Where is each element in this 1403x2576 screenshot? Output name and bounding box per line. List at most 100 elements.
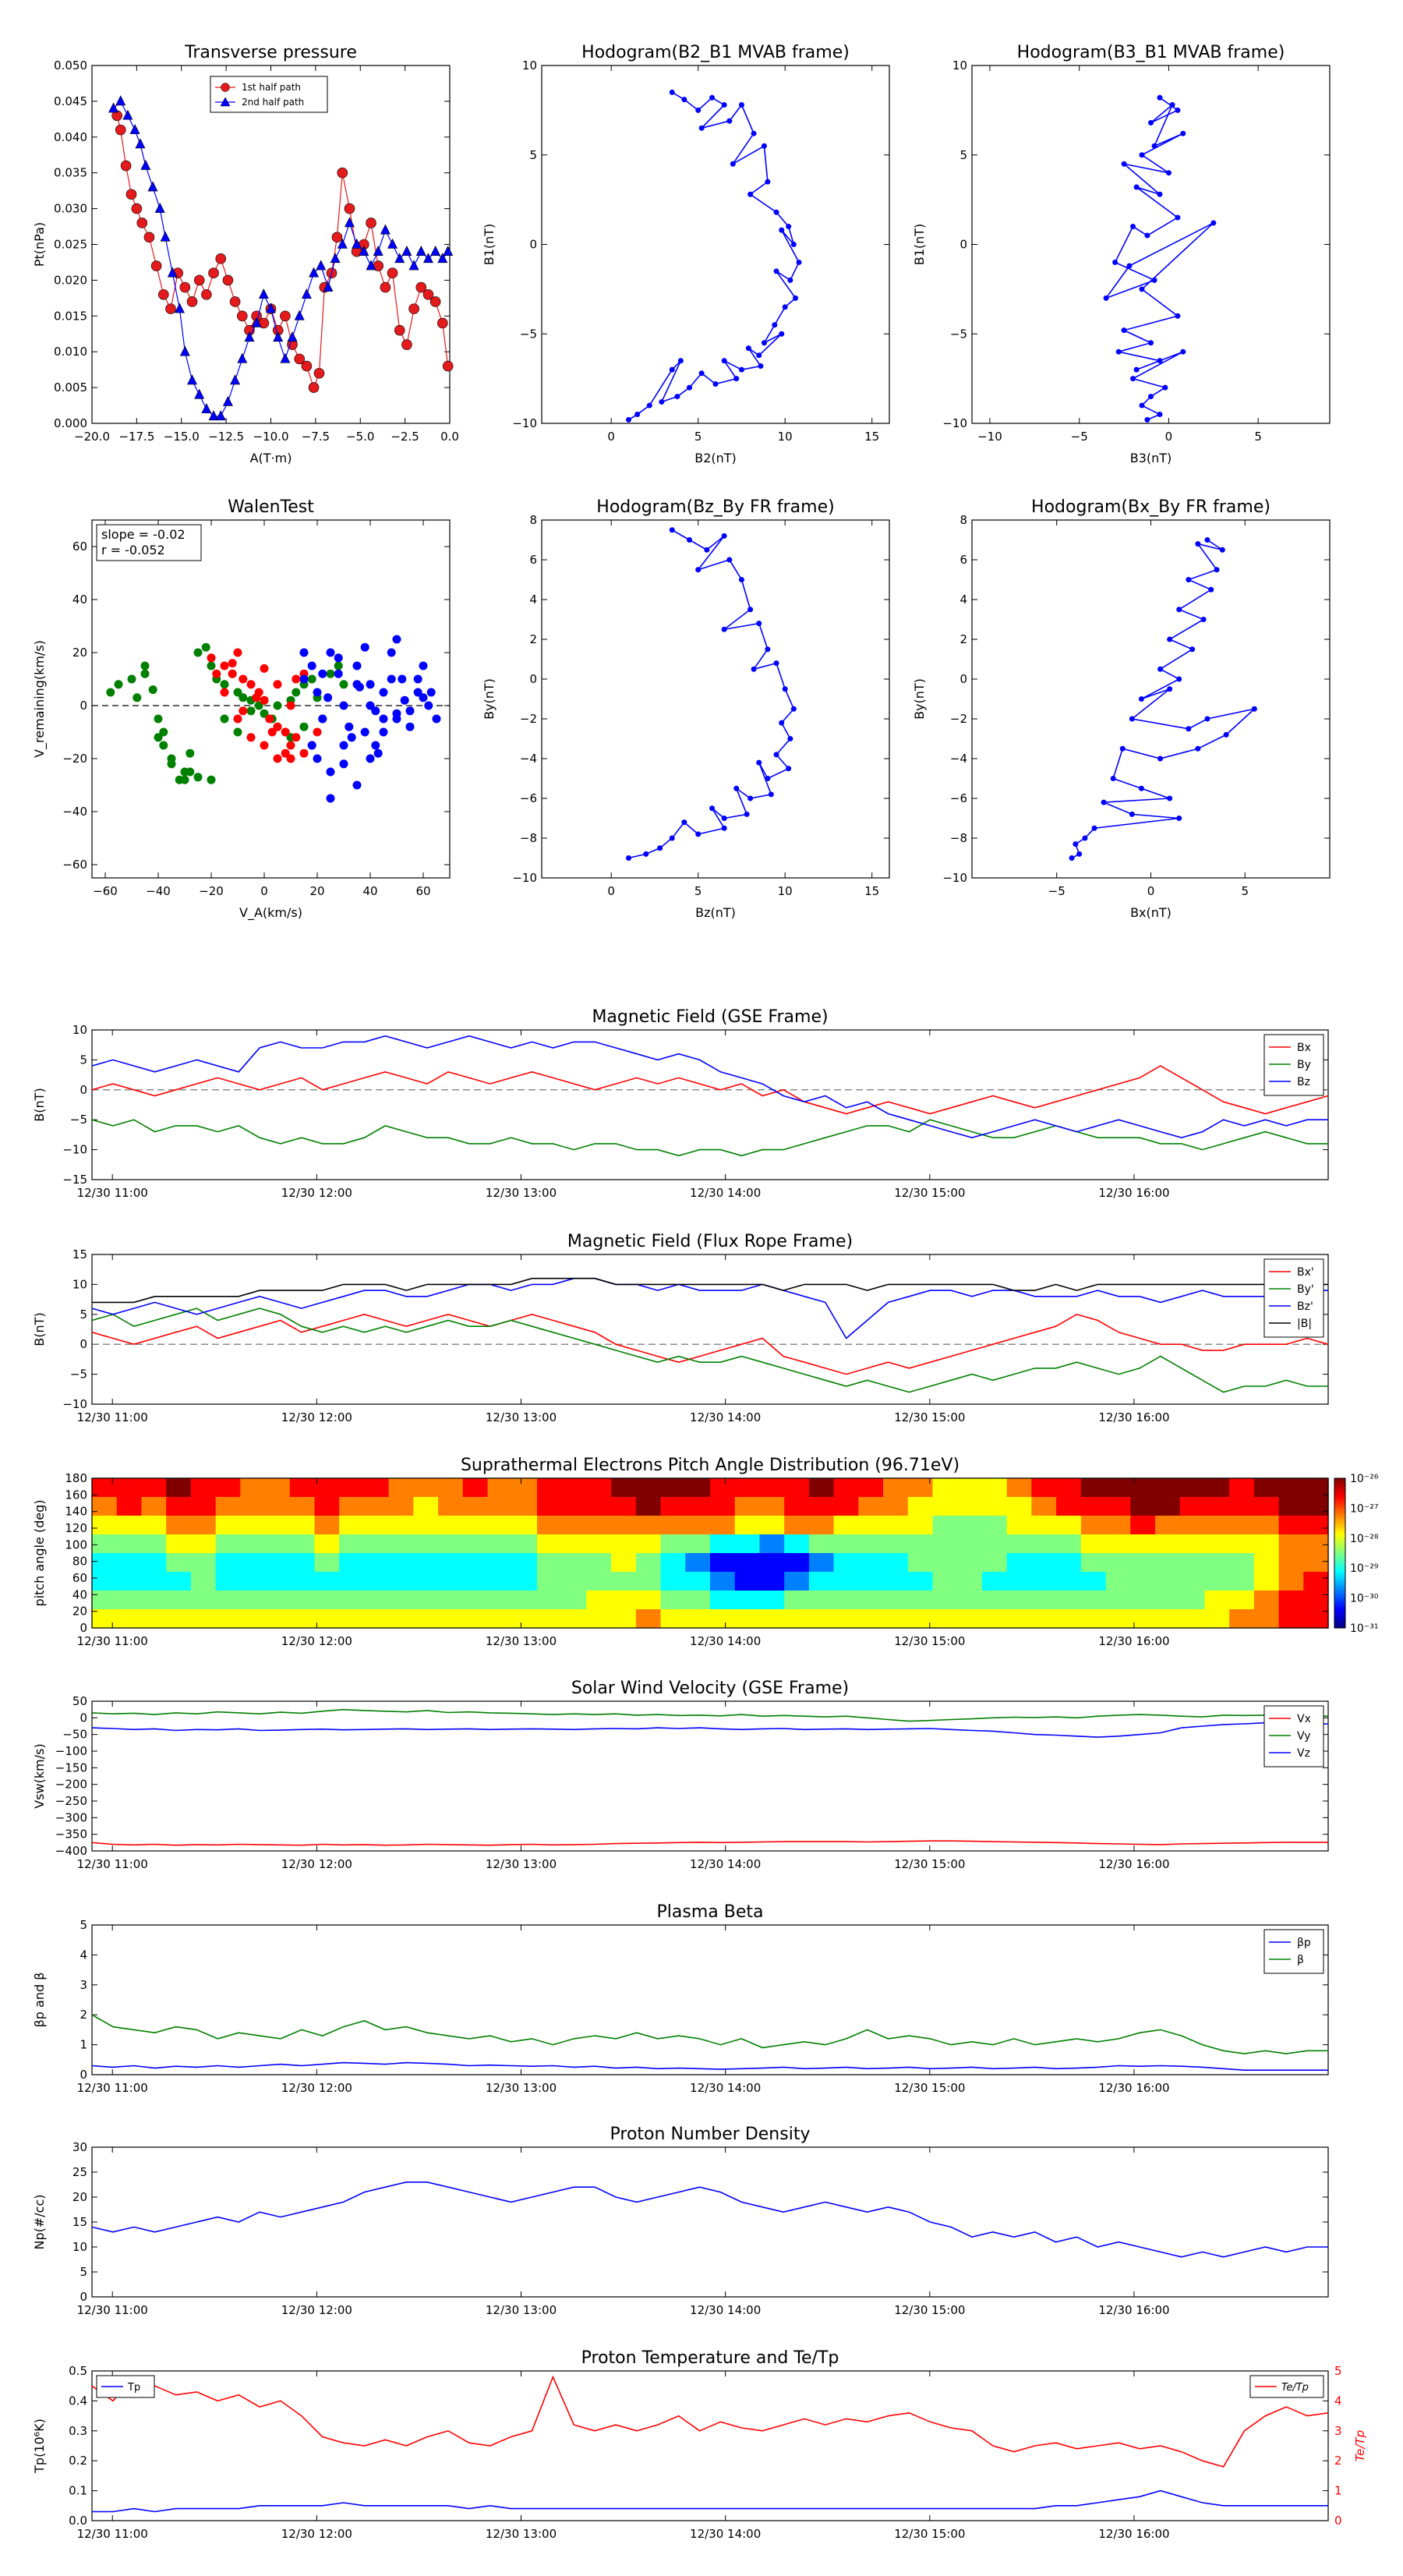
heatmap-cell (512, 1553, 538, 1573)
data-point (246, 680, 256, 689)
data-point (229, 296, 241, 307)
x-tick-label: 12/30 12:00 (281, 1410, 352, 1424)
data-point (318, 714, 327, 724)
transverse-pressure-frame (91, 65, 451, 424)
heatmap-cell (363, 1497, 390, 1516)
data-point (646, 402, 652, 409)
heatmap-cell (1056, 1478, 1082, 1498)
y-tick-label: −50 (62, 1728, 87, 1742)
y2-tick-label: 0 (1334, 2514, 1342, 2528)
solar-wind-velocity-frame (91, 1700, 1329, 1852)
data-point (1115, 349, 1122, 355)
data-point (339, 680, 348, 689)
data-point (371, 741, 380, 750)
heatmap-cell (685, 1572, 711, 1591)
x-axis-label: B2(nT) (694, 451, 737, 465)
data-point (273, 680, 282, 689)
x-tick-label: 12/30 15:00 (894, 1857, 965, 1871)
data-point (301, 288, 312, 299)
heatmap-cell (166, 1516, 192, 1535)
data-point (379, 688, 388, 697)
heatmap-cell (512, 1609, 538, 1629)
data-point (292, 688, 301, 697)
heatmap-cell (710, 1553, 736, 1573)
data-point (422, 253, 433, 264)
data-point (1119, 745, 1126, 752)
heatmap-cell (586, 1516, 612, 1535)
data-point (782, 686, 788, 692)
heatmap-cell (363, 1609, 390, 1629)
heatmap-cell (685, 1553, 711, 1573)
series-line (628, 91, 800, 421)
data-point (360, 727, 369, 737)
heatmap-cell (487, 1497, 513, 1516)
data-point (758, 363, 764, 370)
series-line (1071, 539, 1257, 859)
heatmap-cell (635, 1516, 662, 1535)
x-tick-label: 12/30 14:00 (690, 1857, 761, 1871)
data-point (326, 794, 335, 803)
y-tick-label: 160 (65, 1488, 87, 1502)
heatmap-cell (981, 1534, 1008, 1554)
heatmap-cell (833, 1553, 859, 1573)
plasma-beta-frame (91, 1924, 1329, 2075)
plasma-beta-title: Plasma Beta (657, 1902, 764, 1922)
data-point (721, 101, 727, 108)
data-point (687, 537, 693, 543)
heatmap-cell (339, 1534, 365, 1554)
y-tick-label: 4 (529, 593, 537, 607)
data-point (793, 295, 799, 301)
x-tick-label: 12/30 11:00 (77, 1857, 148, 1871)
y-tick-label: 0 (959, 672, 967, 686)
x-tick-label: 12/30 12:00 (281, 2081, 352, 2095)
heatmap-cell (240, 1572, 266, 1591)
y-tick-label: 0 (80, 1083, 87, 1097)
data-point (1195, 745, 1201, 752)
data-point (1103, 295, 1109, 301)
data-point (394, 253, 405, 264)
y-tick-label: 0.035 (54, 166, 87, 180)
heatmap-cell (363, 1553, 390, 1573)
heatmap-cell (289, 1534, 316, 1554)
heatmap-cell (1130, 1516, 1156, 1535)
data-point (1204, 716, 1210, 722)
data-point (379, 714, 388, 724)
heatmap-cell (710, 1478, 736, 1498)
data-point (772, 322, 778, 328)
data-point (252, 693, 261, 702)
data-point (220, 680, 229, 689)
data-point (292, 674, 301, 684)
heatmap-cell (1080, 1478, 1107, 1498)
heatmap-cell (215, 1572, 241, 1591)
data-point (626, 855, 631, 861)
heatmap-cell (833, 1591, 859, 1610)
data-point (1130, 224, 1136, 230)
data-point (1091, 825, 1097, 831)
heatmap-cell (808, 1572, 835, 1591)
heatmap-cell (710, 1516, 736, 1535)
heatmap-cell (438, 1572, 464, 1591)
x-tick-label: 12/30 14:00 (690, 2081, 761, 2095)
heatmap-cell (265, 1572, 291, 1591)
heatmap-cell (734, 1553, 761, 1573)
heatmap-cell (1056, 1497, 1082, 1516)
heatmap-cell (388, 1609, 414, 1629)
data-point (751, 130, 757, 136)
legend-label: 2nd half path (242, 97, 304, 108)
legend-label: 1st half path (242, 82, 301, 93)
heatmap-cell (1229, 1553, 1255, 1573)
heatmap-cell (1006, 1591, 1032, 1610)
pitch-angle-title: Suprathermal Electrons Pitch Angle Distr… (461, 1456, 959, 1475)
data-point (1110, 776, 1116, 781)
heatmap-cell (92, 1478, 118, 1498)
heatmap-cell (710, 1591, 736, 1610)
heatmap-cell (907, 1534, 934, 1554)
legend-label: |B| (1297, 1318, 1312, 1330)
colorbar-tick-label: 10⁻²⁷ (1350, 1502, 1378, 1515)
data-point (380, 281, 391, 293)
legend-box (96, 2375, 155, 2398)
heatmap-cell (1105, 1553, 1131, 1573)
y-tick-label: 10 (522, 58, 537, 73)
y-tick-label: −5 (70, 1368, 87, 1382)
series-line (91, 1035, 1328, 1139)
